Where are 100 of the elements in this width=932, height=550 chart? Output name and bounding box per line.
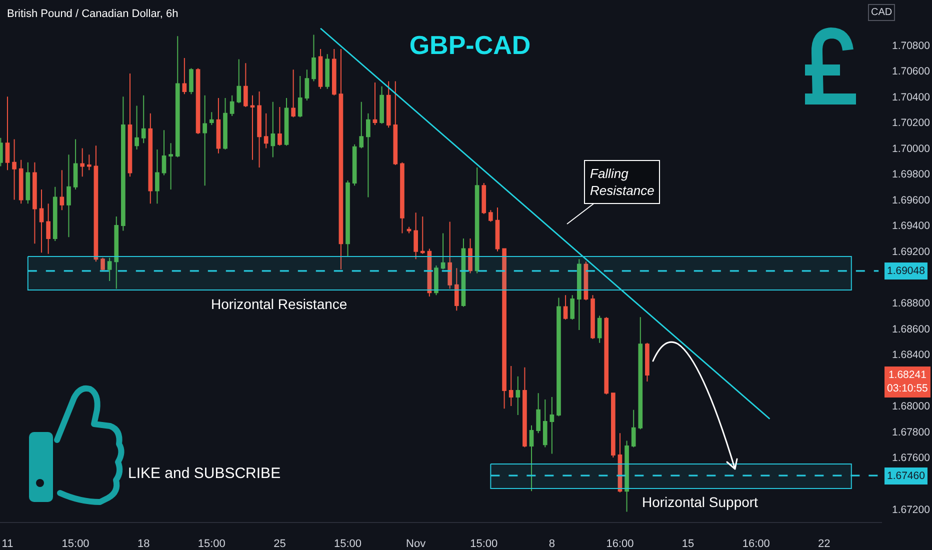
candlestick (86, 154, 92, 171)
candlestick (386, 80, 391, 128)
candlestick (291, 69, 296, 118)
candlestick (366, 112, 370, 198)
candlestick (278, 106, 282, 146)
candlestick (284, 97, 289, 146)
candlestick (576, 258, 582, 330)
x-tick-label: 18 (137, 538, 150, 550)
candlestick (516, 376, 520, 416)
y-tick-label: 1.67200 (892, 504, 930, 516)
y-tick-label: 1.70200 (892, 117, 930, 130)
candlestick (216, 97, 221, 154)
candlestick (468, 238, 472, 274)
candlestick (590, 294, 595, 340)
candlestick (223, 97, 228, 150)
candlestick (338, 48, 344, 270)
annotation: LIKE and SUBSCRIBE (128, 465, 281, 482)
y-tick-label: 1.69200 (892, 246, 930, 258)
candlestick (66, 154, 71, 238)
y-tick-label: 1.67600 (892, 452, 930, 464)
candlestick (414, 212, 418, 260)
candlestick (508, 366, 514, 406)
text: 1.68241 03:10:55 (887, 369, 928, 395)
annotation: Falling Resistance (590, 166, 654, 198)
candlestick (244, 62, 248, 108)
candlestick (298, 76, 302, 118)
candlestick (488, 210, 493, 222)
candlestick (107, 257, 112, 282)
candlestick (230, 94, 234, 116)
x-tick-label: 15:00 (334, 538, 362, 550)
text: GBP-CAD (409, 30, 531, 60)
candlestick (26, 162, 30, 204)
candlestick (536, 392, 540, 434)
y-tick-label: 1.70800 (892, 40, 930, 52)
candlestick (359, 101, 364, 149)
candlestick (393, 80, 398, 166)
candlestick (318, 48, 323, 90)
x-tick-label: 15 (682, 538, 694, 550)
series-label: Horizontal Resistance (211, 296, 348, 312)
candlestick (380, 86, 384, 124)
x-tick-label: Nov (406, 538, 426, 550)
candlestick (502, 248, 506, 410)
candlestick (400, 162, 404, 234)
y-axis-title: CAD (871, 7, 892, 18)
candlestick (52, 186, 58, 242)
candlestick (32, 162, 37, 244)
candlestick (100, 257, 105, 272)
candlestick (474, 167, 480, 274)
candlestick (631, 409, 636, 448)
candlestick (46, 203, 50, 254)
y-tick-label: 1.67800 (892, 426, 930, 438)
candlestick (39, 188, 44, 254)
candlestick (372, 82, 378, 126)
candlestick (128, 72, 132, 178)
candlestick (597, 315, 602, 344)
candlestick (189, 68, 194, 95)
candlestick (209, 112, 214, 126)
candlestick (604, 316, 609, 395)
candlestick (196, 68, 200, 135)
y-tick-label: 1.69400 (892, 220, 930, 232)
candlestick (440, 232, 446, 270)
candlestick (270, 101, 276, 158)
candlestick (264, 112, 268, 149)
candlestick (134, 105, 139, 150)
candlestick (114, 216, 119, 290)
candlestick (638, 316, 643, 430)
candlestick (312, 34, 316, 82)
candlestick (406, 226, 412, 234)
candlestick (550, 396, 554, 454)
candlestick (94, 145, 98, 262)
y-tick-label: 1.70600 (892, 66, 930, 78)
candlestick (624, 440, 629, 512)
candlestick (556, 297, 561, 417)
candlestick (570, 294, 575, 320)
candlestick (18, 159, 24, 204)
y-tick-label: 1.69800 (892, 168, 930, 181)
candlestick (155, 149, 160, 204)
x-tick-label: 8 (548, 538, 555, 550)
y-tick-label: 1.68000 (892, 400, 930, 413)
candlestick (141, 94, 146, 144)
candlestick (236, 58, 242, 104)
candlestick (73, 138, 78, 190)
y-tick-label: 1.70000 (892, 142, 930, 155)
candlestick (202, 94, 208, 186)
data-label: 1.69048 (887, 265, 926, 277)
candlestick (60, 170, 64, 211)
candlestick (5, 96, 10, 171)
y-tick-label: 1.69600 (892, 194, 930, 206)
x-tick-label: 15:00 (470, 538, 498, 550)
candlestick (529, 424, 534, 492)
x-tick-label: 15:00 (62, 538, 90, 550)
x-tick-label: 16:00 (606, 538, 634, 550)
x-tick-label: 22 (818, 538, 830, 550)
candlestick (542, 399, 548, 448)
candlestick (250, 94, 255, 160)
candlestick (332, 48, 336, 96)
candlestick (645, 342, 650, 382)
candlestick (454, 268, 459, 312)
candlestick (325, 54, 330, 90)
candlestick (420, 216, 425, 254)
